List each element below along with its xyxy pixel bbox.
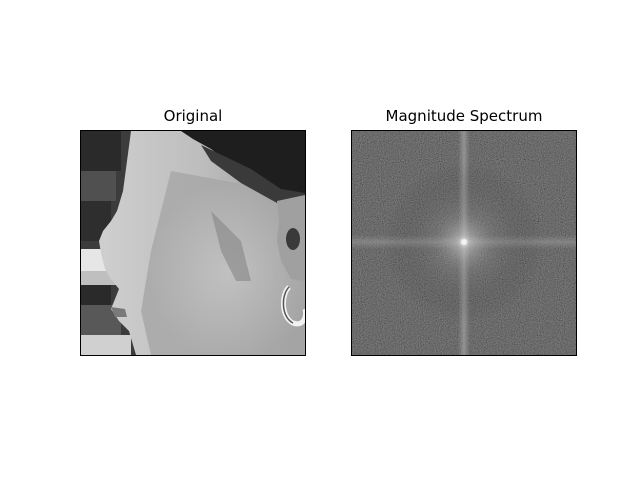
original-image xyxy=(80,130,306,356)
spectrum-panel-title: Magnitude Spectrum xyxy=(385,107,543,125)
spectrum-plot xyxy=(352,131,576,355)
original-panel-title: Original xyxy=(163,107,223,125)
face-photo xyxy=(81,131,305,355)
magnitude-spectrum-image xyxy=(351,130,577,356)
